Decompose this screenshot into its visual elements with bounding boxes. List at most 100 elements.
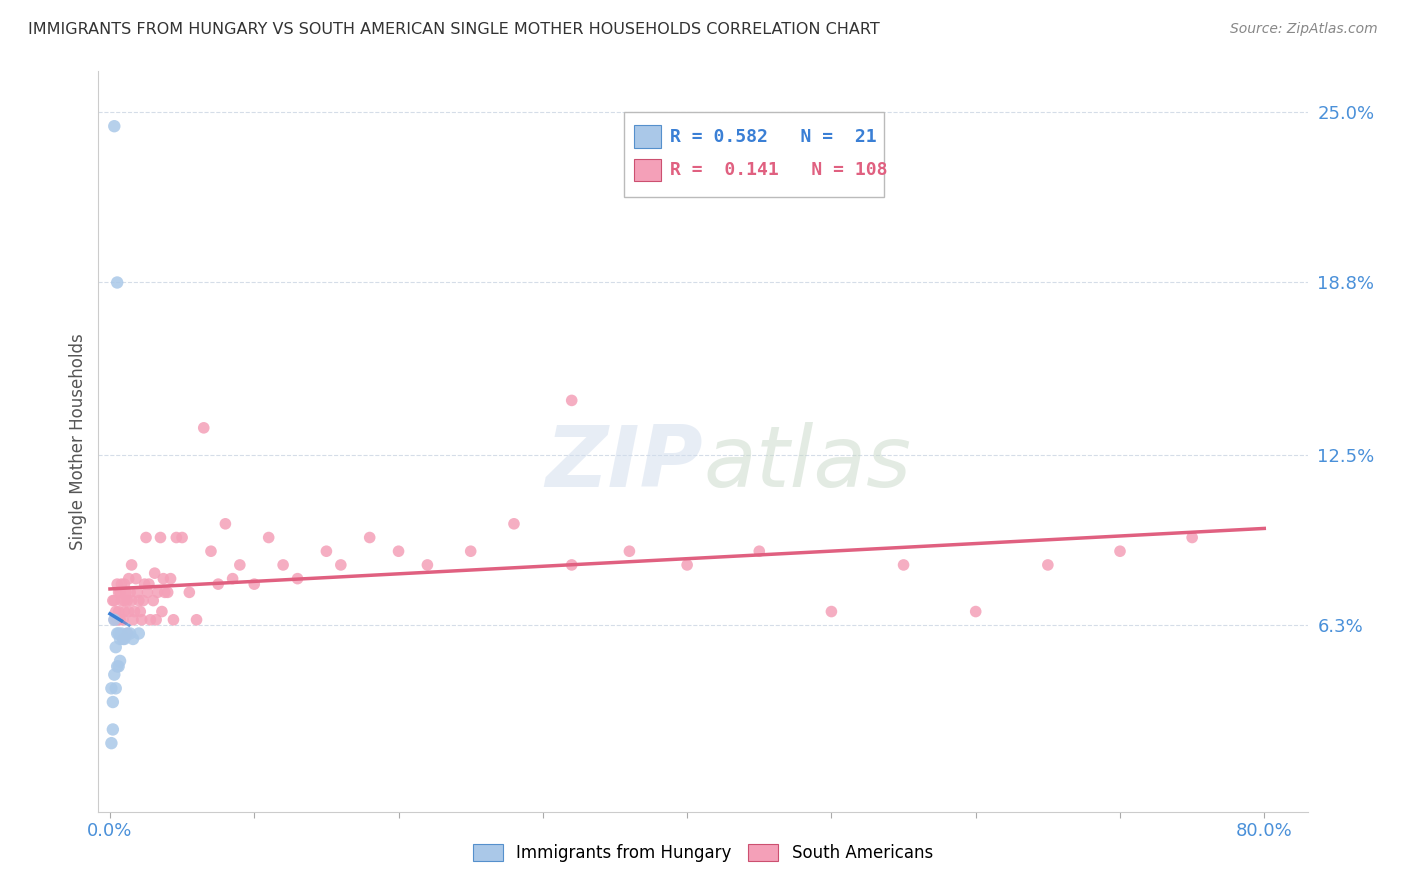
Text: ZIP: ZIP bbox=[546, 422, 703, 505]
Point bbox=[619, 544, 641, 558]
Point bbox=[128, 626, 150, 640]
Point bbox=[112, 605, 135, 619]
Point bbox=[965, 605, 987, 619]
Point bbox=[105, 626, 128, 640]
Point bbox=[359, 531, 381, 545]
Point bbox=[121, 558, 143, 572]
Point bbox=[105, 659, 128, 673]
Point bbox=[110, 593, 132, 607]
FancyBboxPatch shape bbox=[624, 112, 884, 197]
Point bbox=[117, 626, 139, 640]
Point bbox=[229, 558, 252, 572]
Point bbox=[111, 632, 134, 646]
Point bbox=[108, 632, 131, 646]
Text: R =  0.141   N = 108: R = 0.141 N = 108 bbox=[671, 161, 887, 178]
Point bbox=[120, 626, 142, 640]
Point bbox=[100, 681, 122, 696]
Text: atlas: atlas bbox=[703, 422, 911, 505]
Point bbox=[156, 585, 179, 599]
Point bbox=[207, 577, 229, 591]
Point bbox=[128, 593, 150, 607]
Text: IMMIGRANTS FROM HUNGARY VS SOUTH AMERICAN SINGLE MOTHER HOUSEHOLDS CORRELATION C: IMMIGRANTS FROM HUNGARY VS SOUTH AMERICA… bbox=[28, 22, 880, 37]
Point bbox=[135, 531, 157, 545]
Point bbox=[159, 572, 181, 586]
Y-axis label: Single Mother Households: Single Mother Households bbox=[69, 334, 87, 549]
Point bbox=[124, 605, 146, 619]
Point bbox=[118, 605, 141, 619]
Point bbox=[101, 695, 124, 709]
Point bbox=[120, 585, 142, 599]
Point bbox=[145, 613, 167, 627]
Point bbox=[1181, 531, 1204, 545]
Point bbox=[112, 632, 135, 646]
Point bbox=[138, 577, 160, 591]
Point bbox=[214, 516, 236, 531]
Point bbox=[561, 558, 583, 572]
Point bbox=[172, 531, 194, 545]
Point bbox=[107, 659, 129, 673]
Point bbox=[104, 605, 127, 619]
Point bbox=[107, 585, 129, 599]
Point bbox=[416, 558, 439, 572]
Point bbox=[820, 605, 842, 619]
Point bbox=[105, 613, 128, 627]
Point bbox=[221, 572, 243, 586]
Point bbox=[121, 593, 143, 607]
Point bbox=[112, 577, 135, 591]
Point bbox=[257, 531, 280, 545]
Text: R = 0.582   N =  21: R = 0.582 N = 21 bbox=[671, 128, 877, 145]
Point bbox=[110, 626, 132, 640]
Point bbox=[104, 681, 127, 696]
Point bbox=[105, 276, 128, 290]
Point bbox=[103, 119, 125, 133]
Point bbox=[893, 558, 915, 572]
Point bbox=[101, 723, 124, 737]
Point bbox=[387, 544, 409, 558]
Point bbox=[460, 544, 482, 558]
Point bbox=[108, 613, 131, 627]
Point bbox=[111, 632, 134, 646]
Point bbox=[287, 572, 309, 586]
Point bbox=[165, 531, 187, 545]
Text: Source: ZipAtlas.com: Source: ZipAtlas.com bbox=[1230, 22, 1378, 37]
Point bbox=[132, 593, 155, 607]
Point bbox=[122, 613, 145, 627]
Legend: Immigrants from Hungary, South Americans: Immigrants from Hungary, South Americans bbox=[465, 836, 941, 871]
Point bbox=[117, 626, 139, 640]
Point bbox=[111, 613, 134, 627]
Point bbox=[186, 613, 208, 627]
Point bbox=[193, 421, 215, 435]
Point bbox=[108, 585, 131, 599]
Point bbox=[143, 566, 166, 581]
Point bbox=[748, 544, 770, 558]
Point bbox=[676, 558, 699, 572]
Point bbox=[243, 577, 266, 591]
Point bbox=[134, 577, 156, 591]
Point bbox=[315, 544, 337, 558]
Point bbox=[112, 593, 135, 607]
Point bbox=[107, 626, 129, 640]
Point bbox=[179, 585, 201, 599]
Point bbox=[125, 572, 148, 586]
Point bbox=[503, 516, 526, 531]
Point bbox=[127, 585, 149, 599]
Point bbox=[153, 585, 176, 599]
Point bbox=[101, 593, 124, 607]
Point bbox=[104, 640, 127, 655]
Point bbox=[271, 558, 294, 572]
Point bbox=[105, 577, 128, 591]
Point bbox=[131, 613, 153, 627]
Point bbox=[1036, 558, 1059, 572]
Point bbox=[136, 585, 159, 599]
Point bbox=[103, 593, 125, 607]
Point bbox=[1109, 544, 1132, 558]
Point bbox=[200, 544, 222, 558]
Point bbox=[122, 632, 145, 646]
Point bbox=[150, 605, 173, 619]
Point bbox=[129, 605, 152, 619]
Point bbox=[329, 558, 352, 572]
Point bbox=[110, 577, 132, 591]
Point bbox=[118, 572, 141, 586]
Point bbox=[162, 613, 184, 627]
Point bbox=[152, 572, 174, 586]
